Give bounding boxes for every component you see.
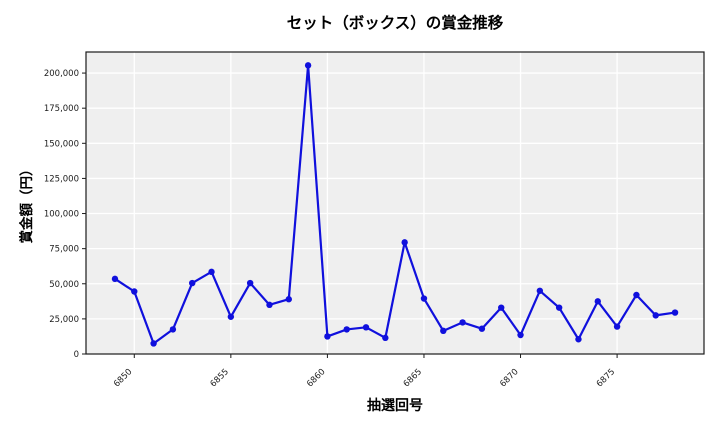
data-point [652,312,659,319]
data-point [227,313,235,320]
data-point [536,287,544,294]
data-point [517,331,524,339]
data-point [575,336,582,343]
y-tick-label: 75,000 [49,245,79,255]
data-point [498,304,505,311]
data-point [478,325,486,332]
data-point [169,326,177,333]
data-point [189,279,196,287]
y-tick-label: 175,000 [44,104,79,114]
y-tick-label: 125,000 [44,174,79,184]
data-point [440,327,447,335]
chart-title: セット（ボックス）の賞金推移 [286,14,504,32]
data-point [613,323,621,330]
plot-background [86,52,704,354]
x-axis-label: 抽選回号 [367,398,423,414]
data-point [420,295,428,302]
data-point [131,288,138,295]
data-point [150,340,157,347]
data-point [362,324,370,331]
x-tick-label: 6850 [112,367,134,389]
x-tick-label: 6855 [209,367,231,389]
data-point [555,304,563,311]
data-point [671,309,679,316]
plot-border [85,51,705,355]
data-point [343,326,350,333]
x-tick-label: 6875 [595,367,617,389]
data-point [401,239,408,246]
x-tick-label: 6865 [402,367,424,389]
data-point [382,334,389,342]
series-line [113,64,677,345]
y-tick-label: 200,000 [44,69,79,79]
y-tick-label: 150,000 [44,139,79,149]
y-tick-label: 50,000 [49,280,79,290]
data-point [285,296,292,303]
data-point [208,268,215,276]
x-tick-label: 6870 [498,367,520,389]
data-point [594,298,601,305]
data-point [111,275,119,283]
data-point [459,319,466,326]
y-tick-label: 100,000 [44,210,79,220]
data-point [266,301,273,309]
x-tick-label: 6860 [305,367,327,389]
data-point [304,62,312,69]
data-point [324,333,331,340]
y-tick-label: 25,000 [49,315,79,325]
y-tick-label: 0 [74,350,79,360]
data-point [633,291,640,299]
data-point [246,279,254,287]
